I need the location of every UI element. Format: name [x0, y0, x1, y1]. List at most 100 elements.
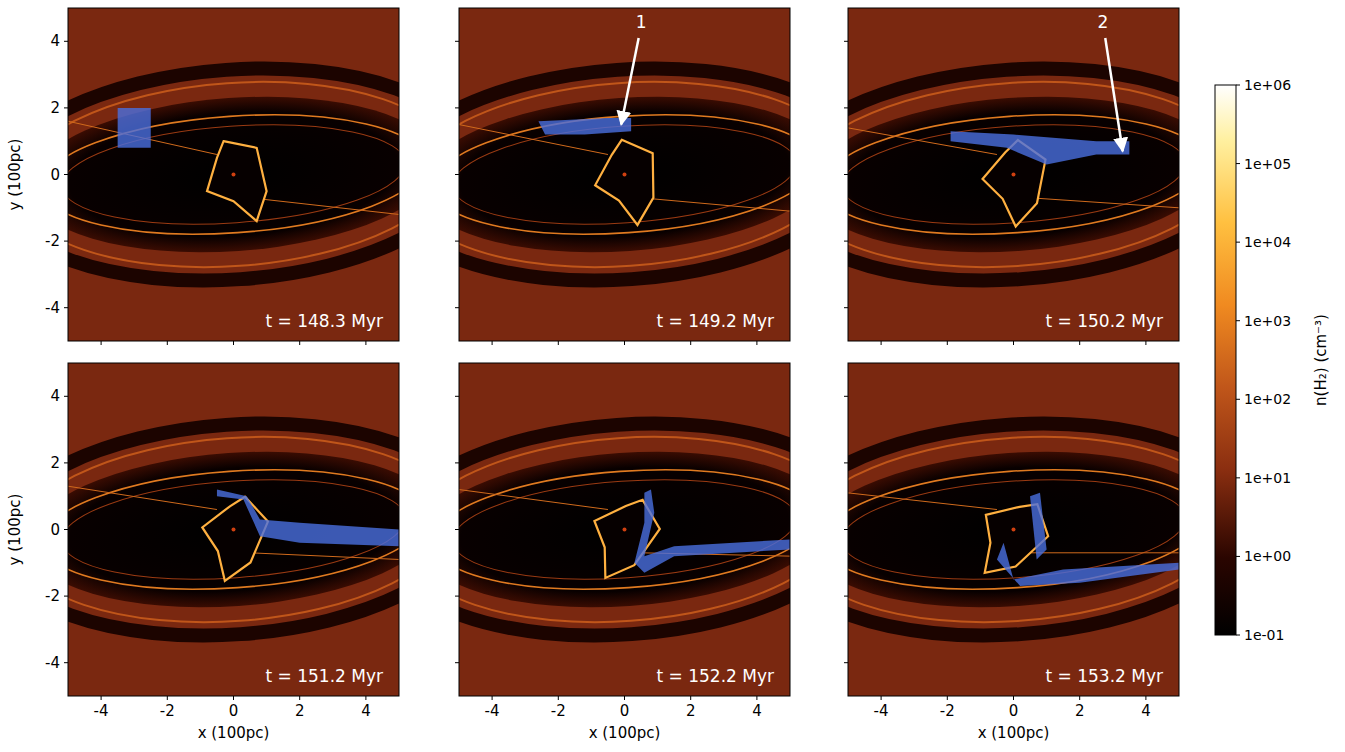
x-tick — [299, 696, 300, 700]
outer-dark-band — [848, 408, 1179, 651]
x-tick — [690, 696, 691, 700]
y-tick — [844, 596, 848, 597]
y-tick — [844, 241, 848, 242]
x-axis-title: x (100pc) — [589, 724, 661, 742]
inflow-lane — [641, 198, 790, 211]
y-tick — [455, 41, 459, 42]
bar-cavity — [68, 84, 399, 265]
y-tick-label: -4 — [45, 299, 60, 317]
bar-cavity — [459, 439, 790, 620]
x-tick-label: 4 — [1141, 702, 1151, 720]
inflow-lane — [68, 486, 217, 509]
panel-image — [68, 363, 399, 696]
x-tick — [167, 341, 168, 345]
annotation-label: 1 — [636, 12, 647, 32]
centre — [623, 528, 627, 532]
x-tick — [690, 341, 691, 345]
y-tick — [844, 529, 848, 530]
y-tick-label: 2 — [50, 99, 60, 117]
inner-lane — [459, 114, 790, 234]
panel-time: t = 153.2 Myr — [1045, 666, 1163, 686]
panel-time: t = 148.3 Myr — [265, 311, 383, 331]
figure: -4 -2 0 2 4 y (100pc) t = 148.3 Myr t = 149.2 M… — [0, 0, 1345, 752]
y-tick-label: -4 — [45, 654, 60, 672]
panel-time: t = 152.2 Myr — [656, 666, 774, 686]
centre — [1012, 173, 1016, 177]
inflow-lane — [1030, 198, 1179, 208]
y-tick — [455, 462, 459, 463]
inner-lane — [848, 114, 1179, 234]
x-tick-label: 2 — [686, 702, 696, 720]
panel-image — [848, 8, 1179, 341]
plot-frame — [459, 8, 790, 341]
colorbar-tick-label: 1e+00 — [1244, 548, 1291, 564]
nuclear-ring — [207, 141, 267, 221]
dust-lane — [848, 103, 1179, 246]
y-tick — [64, 307, 68, 308]
x-tick-label: -2 — [160, 702, 175, 720]
y-tick — [64, 529, 68, 530]
x-tick — [1145, 341, 1146, 345]
x-tick — [881, 341, 882, 345]
inner-lane — [68, 469, 399, 589]
outer-lane — [848, 423, 1179, 636]
x-tick-label: 2 — [295, 702, 305, 720]
annotation-arrow — [621, 38, 638, 125]
x-tick-label: -4 — [874, 702, 889, 720]
colorbar-tick — [1236, 320, 1240, 321]
colorbar-tick — [1236, 635, 1240, 636]
centre — [623, 173, 627, 177]
colorbar-tick — [1236, 477, 1240, 478]
x-tick — [1145, 696, 1146, 700]
dust-lane — [68, 103, 399, 246]
panel-time: t = 151.2 Myr — [265, 666, 383, 686]
y-tick — [455, 596, 459, 597]
x-tick — [299, 341, 300, 345]
tracer-gas — [118, 108, 151, 148]
y-tick — [844, 107, 848, 108]
x-tick-label: 0 — [1009, 702, 1019, 720]
y-tick — [64, 662, 68, 663]
colorbar-tick — [1236, 399, 1240, 400]
outer-dark-band — [68, 53, 399, 296]
x-tick — [167, 696, 168, 700]
y-tick — [455, 107, 459, 108]
x-tick — [756, 341, 757, 345]
x-tick — [233, 341, 234, 345]
tracer-gas — [538, 118, 631, 135]
colorbar-tick — [1236, 85, 1240, 86]
x-tick — [624, 341, 625, 345]
y-tick — [844, 41, 848, 42]
y-tick — [64, 107, 68, 108]
colorbar-tick-label: 1e+02 — [1244, 391, 1291, 407]
outer-lane — [459, 68, 790, 281]
y-axis-title: y (100pc) — [6, 139, 24, 211]
x-tick-label: 4 — [752, 702, 762, 720]
plot-frame — [68, 363, 399, 696]
plot-frame — [848, 363, 1179, 696]
plot-frame — [848, 8, 1179, 341]
y-tick — [64, 41, 68, 42]
panel-image — [848, 363, 1179, 696]
annotation-arrow — [1105, 38, 1122, 151]
colorbar-tick-label: 1e-01 — [1244, 627, 1284, 643]
plot-frame — [459, 363, 790, 696]
y-tick-label: -2 — [45, 587, 60, 605]
y-tick-label: 4 — [50, 387, 60, 405]
plot-frame — [68, 8, 399, 341]
y-tick — [844, 396, 848, 397]
x-tick — [365, 341, 366, 345]
x-tick-label: 0 — [229, 702, 239, 720]
x-tick — [1013, 341, 1014, 345]
panel-image — [68, 8, 399, 341]
bar-cavity — [68, 439, 399, 620]
x-tick — [1079, 341, 1080, 345]
panel-time: t = 149.2 Myr — [656, 311, 774, 331]
y-tick — [455, 529, 459, 530]
outer-dark-band — [848, 53, 1179, 296]
y-tick-label: 0 — [50, 166, 60, 184]
colorbar-title: n(H₂) (cm⁻³) — [1312, 314, 1330, 406]
x-tick-label: -2 — [551, 702, 566, 720]
y-tick — [844, 174, 848, 175]
centre — [232, 173, 236, 177]
